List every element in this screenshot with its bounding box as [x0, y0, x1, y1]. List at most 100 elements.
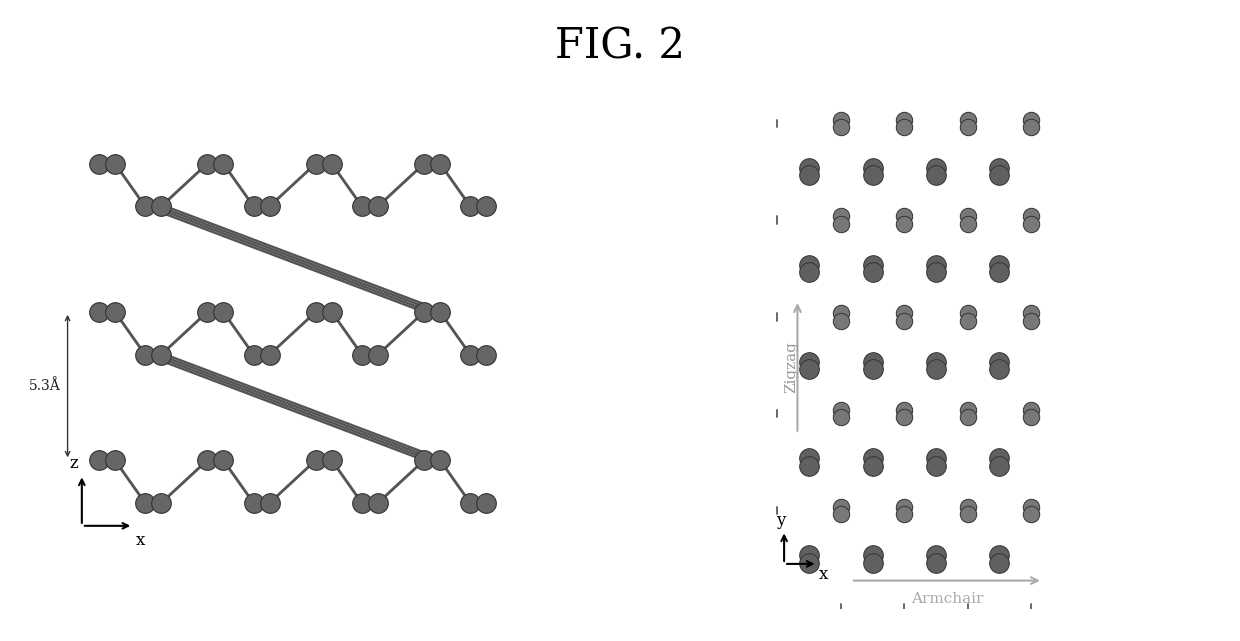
- Point: [831, 308, 851, 319]
- Point: [990, 267, 1009, 278]
- Text: x: x: [820, 567, 828, 583]
- Point: [957, 502, 977, 512]
- Point: [863, 453, 883, 463]
- Point: [990, 171, 1009, 181]
- Point: [990, 163, 1009, 173]
- Point: [863, 171, 883, 181]
- Point: [89, 455, 109, 465]
- Point: [259, 201, 279, 212]
- Point: [863, 163, 883, 173]
- Point: [1022, 308, 1042, 319]
- Point: [1022, 412, 1042, 422]
- Point: [352, 349, 372, 360]
- Point: [151, 498, 171, 508]
- Point: [990, 461, 1009, 471]
- Point: [368, 201, 388, 212]
- Point: [414, 455, 434, 465]
- Point: [894, 122, 914, 132]
- Point: [460, 349, 480, 360]
- Point: [957, 219, 977, 229]
- Point: [368, 498, 388, 508]
- Point: [831, 502, 851, 512]
- Point: [306, 158, 326, 169]
- Point: [306, 307, 326, 317]
- Point: [1022, 122, 1042, 132]
- Text: z: z: [69, 454, 78, 472]
- Point: [105, 455, 125, 465]
- Point: [831, 212, 851, 222]
- Point: [430, 455, 450, 465]
- Point: [926, 558, 946, 568]
- Point: [197, 158, 217, 169]
- Point: [926, 171, 946, 181]
- Point: [1022, 115, 1042, 125]
- Point: [926, 260, 946, 270]
- Point: [1022, 315, 1042, 326]
- Point: [135, 349, 155, 360]
- Text: 5.3Å: 5.3Å: [29, 379, 61, 393]
- Point: [894, 219, 914, 229]
- Point: [831, 412, 851, 422]
- Point: [1022, 405, 1042, 415]
- Point: [990, 550, 1009, 560]
- Point: [135, 498, 155, 508]
- Point: [957, 122, 977, 132]
- Point: [957, 509, 977, 519]
- Point: [1022, 212, 1042, 222]
- Point: [213, 307, 233, 317]
- Point: [259, 349, 279, 360]
- Point: [831, 405, 851, 415]
- Text: y: y: [776, 512, 785, 529]
- Point: [957, 315, 977, 326]
- Point: [926, 267, 946, 278]
- Point: [957, 308, 977, 319]
- Point: [243, 349, 263, 360]
- Point: [863, 356, 883, 367]
- Point: [863, 550, 883, 560]
- Point: [321, 307, 341, 317]
- Point: [476, 349, 496, 360]
- Point: [926, 356, 946, 367]
- Point: [151, 349, 171, 360]
- Point: [926, 364, 946, 374]
- Point: [414, 158, 434, 169]
- Point: [926, 461, 946, 471]
- Point: [352, 201, 372, 212]
- Point: [894, 308, 914, 319]
- Point: [213, 455, 233, 465]
- Point: [430, 158, 450, 169]
- Point: [990, 558, 1009, 568]
- Point: [894, 502, 914, 512]
- Point: [243, 201, 263, 212]
- Text: FIG. 2: FIG. 2: [556, 26, 684, 68]
- Point: [460, 201, 480, 212]
- Point: [800, 550, 820, 560]
- Point: [321, 158, 341, 169]
- Point: [990, 356, 1009, 367]
- Point: [831, 509, 851, 519]
- Point: [213, 158, 233, 169]
- Point: [863, 558, 883, 568]
- Point: [800, 356, 820, 367]
- Point: [863, 267, 883, 278]
- Point: [990, 364, 1009, 374]
- Point: [414, 307, 434, 317]
- Point: [863, 260, 883, 270]
- Point: [460, 498, 480, 508]
- Point: [800, 260, 820, 270]
- Point: [926, 550, 946, 560]
- Point: [352, 498, 372, 508]
- Text: Zigzag: Zigzag: [785, 341, 799, 393]
- Point: [800, 267, 820, 278]
- Text: x: x: [136, 531, 145, 549]
- Point: [831, 315, 851, 326]
- Point: [197, 455, 217, 465]
- Point: [800, 364, 820, 374]
- Point: [430, 307, 450, 317]
- Point: [957, 405, 977, 415]
- Point: [89, 307, 109, 317]
- Point: [957, 412, 977, 422]
- Point: [197, 307, 217, 317]
- Point: [863, 461, 883, 471]
- Point: [926, 163, 946, 173]
